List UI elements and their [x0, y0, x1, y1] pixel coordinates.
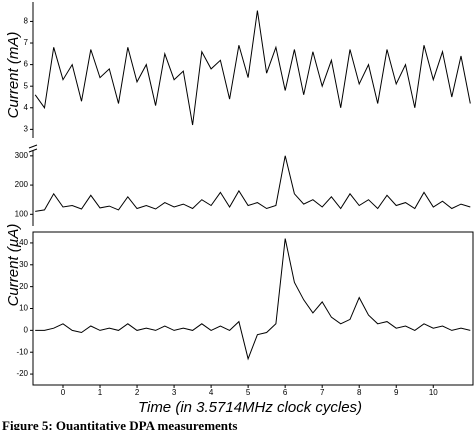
x-tick-label: 2	[135, 388, 140, 397]
y-tick-label: 7	[24, 38, 29, 47]
y-tick-label: -20	[16, 369, 28, 378]
x-tick-label: 1	[98, 388, 103, 397]
y-tick-label: 200	[15, 180, 29, 189]
y-axis-label: Current (mA)	[5, 32, 22, 119]
caption: Figure 5: Quantitative DPA measurements	[2, 418, 237, 430]
y-tick-label: 8	[24, 17, 29, 26]
x-tick-label: 4	[209, 388, 214, 397]
x-tick-label: 7	[320, 388, 325, 397]
y-tick-label: 4	[24, 103, 29, 112]
y-tick-label: 3	[24, 124, 29, 133]
x-tick-label: 10	[429, 388, 438, 397]
trace	[35, 155, 471, 212]
y-tick-label: 0	[24, 325, 29, 334]
x-tick-label: 5	[246, 388, 251, 397]
y-tick-label: 6	[24, 60, 29, 69]
y-tick-label: 30	[19, 260, 28, 269]
y-tick-label: 300	[15, 151, 29, 160]
y-tick-label: 20	[19, 282, 28, 291]
x-tick-label: 9	[394, 388, 399, 397]
y-axis-label: Current (µA)	[5, 224, 22, 307]
y-tick-label: 100	[15, 209, 29, 218]
plot-frame	[32, 231, 474, 386]
x-axis-label: Time (in 3.5714MHz clock cycles)	[138, 399, 362, 416]
y-tick-label: -10	[16, 347, 28, 356]
trace	[34, 10, 471, 126]
x-tick-label: 0	[61, 388, 66, 397]
y-tick-label: 40	[19, 238, 28, 247]
trace	[35, 238, 471, 361]
x-tick-label: 8	[357, 388, 362, 397]
y-tick-label: 10	[19, 304, 28, 313]
y-tick-label: 5	[24, 81, 29, 90]
x-tick-label: 6	[283, 388, 288, 397]
x-tick-label: 3	[172, 388, 177, 397]
